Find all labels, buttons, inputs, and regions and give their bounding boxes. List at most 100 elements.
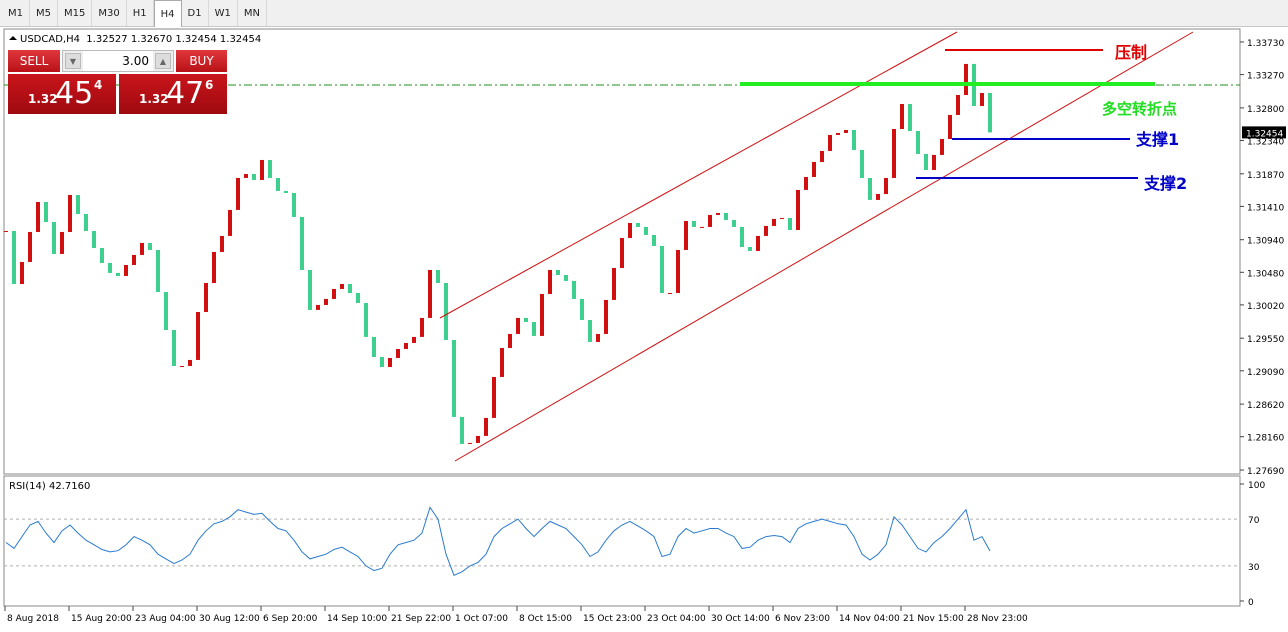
candle xyxy=(316,304,320,310)
timeframe-tab[interactable]: M30 xyxy=(92,0,127,26)
current-price-label: 1.32454 xyxy=(1246,129,1283,139)
y-tick-label: 1.30020 xyxy=(1247,302,1284,312)
candle xyxy=(428,269,432,318)
lot-decrease[interactable]: ▼ xyxy=(65,53,81,69)
timeframe-tab[interactable]: D1 xyxy=(182,0,209,26)
candle xyxy=(244,174,248,178)
candle xyxy=(172,329,176,366)
candle xyxy=(652,234,656,246)
candle xyxy=(284,190,288,193)
candle xyxy=(732,219,736,227)
timeframe-tab[interactable]: MN xyxy=(238,0,267,26)
candle xyxy=(308,269,312,310)
x-tick-label: 21 Nov 15:00 xyxy=(903,614,964,624)
lot-increase[interactable]: ▲ xyxy=(155,53,171,69)
candle xyxy=(324,298,328,305)
x-tick-label: 1 Oct 07:00 xyxy=(455,614,508,624)
y-tick-label: 1.28620 xyxy=(1247,401,1284,411)
candle xyxy=(900,103,904,130)
channel-lower xyxy=(454,31,1194,462)
candle xyxy=(148,242,152,250)
y-tick-label: 1.32340 xyxy=(1247,137,1284,147)
candle xyxy=(948,114,952,139)
candle xyxy=(388,357,392,367)
candle xyxy=(700,226,704,228)
candle xyxy=(572,280,576,299)
candle xyxy=(596,333,600,342)
x-tick-label: 30 Oct 14:00 xyxy=(711,614,770,624)
price-point: 6 xyxy=(205,78,214,92)
y-tick-label: 1.30940 xyxy=(1247,237,1284,247)
price-big: 1.32 xyxy=(139,92,169,106)
candle xyxy=(588,319,592,342)
candle xyxy=(12,230,16,284)
rsi-tick-label: 100 xyxy=(1248,481,1265,491)
candle xyxy=(716,212,720,215)
candle xyxy=(852,129,856,150)
x-tick-label: 8 Oct 15:00 xyxy=(519,614,572,624)
candle xyxy=(660,245,664,293)
candle xyxy=(76,194,80,214)
candle xyxy=(108,262,112,273)
candle xyxy=(804,176,808,190)
y-tick-label: 1.31410 xyxy=(1247,203,1284,213)
chart-header: USDCAD,H4 1.32527 1.32670 1.32454 1.3245… xyxy=(20,34,261,45)
candle xyxy=(612,267,616,300)
x-tick-label: 15 Aug 20:00 xyxy=(71,614,132,624)
candle xyxy=(692,220,696,227)
candle xyxy=(356,292,360,303)
candle xyxy=(940,138,944,155)
candle xyxy=(300,216,304,270)
candle xyxy=(748,246,752,251)
candle xyxy=(460,416,464,444)
x-tick-label: 21 Sep 22:00 xyxy=(391,614,451,624)
candle xyxy=(92,230,96,248)
buy-button[interactable]: BUY xyxy=(176,50,227,72)
candle xyxy=(868,177,872,200)
timeframe-tab[interactable]: M5 xyxy=(30,0,58,26)
rsi-tick-label: 70 xyxy=(1248,516,1260,526)
lot-spinner: ▼ 3.00 ▲ xyxy=(62,50,174,72)
candle xyxy=(444,283,448,340)
annotation: 支撑2 xyxy=(1143,174,1187,193)
header-icon xyxy=(9,36,17,40)
candle xyxy=(44,201,48,222)
candle xyxy=(4,230,8,232)
timeframe-tab[interactable]: H1 xyxy=(127,0,154,26)
y-tick-label: 1.33270 xyxy=(1247,72,1284,82)
buy-price[interactable]: 1.32 47 6 xyxy=(119,74,227,114)
candle xyxy=(100,247,104,263)
candle xyxy=(532,321,536,336)
candle xyxy=(84,213,88,231)
lot-input[interactable]: 3.00 xyxy=(83,51,153,71)
rsi-line xyxy=(5,506,991,576)
candle xyxy=(188,359,192,366)
y-tick-label: 1.31870 xyxy=(1247,171,1284,181)
x-tick-label: 14 Nov 04:00 xyxy=(839,614,900,624)
candle xyxy=(140,242,144,255)
sell-button[interactable]: SELL xyxy=(8,50,60,72)
y-tick-label: 1.29550 xyxy=(1247,335,1284,345)
channel-upper xyxy=(439,31,958,319)
candle xyxy=(292,192,296,217)
timeframe-tab[interactable]: M1 xyxy=(2,0,30,26)
candle xyxy=(980,93,984,106)
timeframe-tab[interactable]: M15 xyxy=(58,0,93,26)
candle xyxy=(908,103,912,131)
candle xyxy=(884,177,888,194)
candle xyxy=(220,235,224,252)
x-tick-label: 6 Sep 20:00 xyxy=(263,614,318,624)
candle xyxy=(340,283,344,289)
candle xyxy=(20,261,24,284)
timeframe-tab[interactable]: H4 xyxy=(153,0,182,27)
candle xyxy=(956,94,960,115)
sell-price[interactable]: 1.32 45 4 xyxy=(8,74,116,114)
candle xyxy=(252,174,256,180)
candle xyxy=(348,283,352,293)
candle xyxy=(68,194,72,232)
timeframe-tab[interactable]: W1 xyxy=(209,0,238,26)
candle xyxy=(724,212,728,220)
candle xyxy=(364,302,368,337)
candle xyxy=(60,231,64,254)
